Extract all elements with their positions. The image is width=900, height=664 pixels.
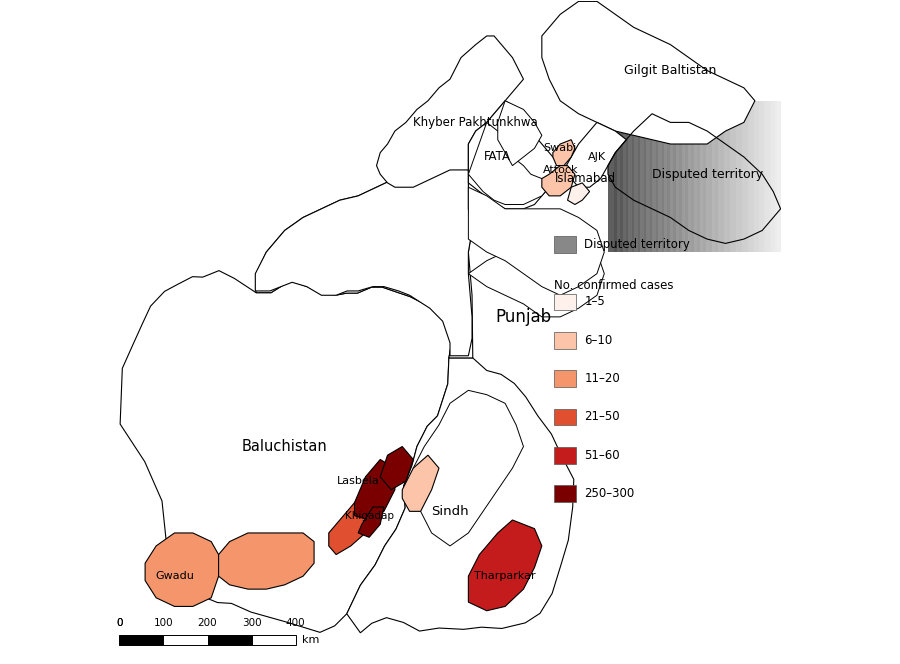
Text: 11–20: 11–20 — [584, 372, 620, 385]
FancyBboxPatch shape — [554, 409, 576, 425]
Polygon shape — [662, 101, 670, 252]
Text: No. confirmed cases: No. confirmed cases — [554, 280, 674, 293]
Polygon shape — [775, 101, 783, 252]
Polygon shape — [568, 183, 590, 205]
Text: Tharparkar: Tharparkar — [474, 571, 536, 581]
Polygon shape — [626, 101, 634, 252]
Polygon shape — [709, 101, 718, 252]
Text: Swabi: Swabi — [544, 143, 577, 153]
Polygon shape — [553, 139, 575, 165]
Polygon shape — [698, 101, 706, 252]
Text: Khyber Pakhtunkhwa: Khyber Pakhtunkhwa — [413, 116, 538, 129]
Polygon shape — [721, 101, 730, 252]
Polygon shape — [256, 165, 472, 358]
FancyBboxPatch shape — [554, 236, 576, 253]
Text: 0: 0 — [116, 618, 122, 628]
Polygon shape — [498, 101, 542, 165]
Polygon shape — [120, 635, 164, 645]
Polygon shape — [468, 122, 549, 205]
Polygon shape — [757, 101, 765, 252]
Text: 300: 300 — [242, 618, 261, 628]
Polygon shape — [208, 635, 252, 645]
Polygon shape — [733, 101, 742, 252]
Polygon shape — [468, 222, 604, 317]
Text: Gilgit Baltistan: Gilgit Baltistan — [625, 64, 716, 77]
Polygon shape — [413, 390, 524, 546]
Polygon shape — [691, 101, 700, 252]
Polygon shape — [680, 101, 688, 252]
Polygon shape — [402, 455, 439, 511]
Polygon shape — [751, 101, 760, 252]
FancyBboxPatch shape — [554, 293, 576, 310]
Polygon shape — [120, 271, 453, 632]
Text: 100: 100 — [154, 618, 174, 628]
Text: Khigadap: Khigadap — [345, 511, 393, 521]
Polygon shape — [644, 101, 652, 252]
Polygon shape — [632, 101, 641, 252]
FancyBboxPatch shape — [554, 447, 576, 463]
Polygon shape — [703, 101, 712, 252]
Polygon shape — [145, 533, 219, 606]
Polygon shape — [727, 101, 735, 252]
Polygon shape — [614, 101, 623, 252]
Polygon shape — [716, 101, 724, 252]
Text: 250–300: 250–300 — [584, 487, 634, 500]
Text: Punjab: Punjab — [495, 308, 552, 326]
Text: 1–5: 1–5 — [584, 295, 605, 308]
Text: Sindh: Sindh — [431, 505, 469, 518]
FancyBboxPatch shape — [554, 332, 576, 349]
Polygon shape — [380, 446, 413, 490]
Polygon shape — [468, 520, 542, 611]
Text: 21–50: 21–50 — [584, 410, 620, 424]
Text: Baluchistan: Baluchistan — [242, 439, 328, 454]
Polygon shape — [686, 101, 694, 252]
Polygon shape — [252, 635, 296, 645]
Polygon shape — [468, 187, 604, 295]
FancyBboxPatch shape — [554, 371, 576, 387]
Text: Attock: Attock — [543, 165, 578, 175]
Text: 0: 0 — [116, 618, 122, 628]
Text: 200: 200 — [198, 618, 218, 628]
Polygon shape — [358, 507, 384, 537]
Text: 51–60: 51–60 — [584, 449, 620, 462]
Polygon shape — [668, 101, 676, 252]
Polygon shape — [219, 533, 314, 589]
Polygon shape — [164, 635, 208, 645]
Polygon shape — [542, 1, 755, 144]
Polygon shape — [564, 122, 626, 187]
Polygon shape — [355, 459, 395, 520]
Polygon shape — [256, 165, 472, 356]
Polygon shape — [346, 358, 574, 633]
Polygon shape — [650, 101, 658, 252]
Polygon shape — [655, 101, 664, 252]
Polygon shape — [328, 477, 388, 554]
Text: Disputed territory: Disputed territory — [652, 168, 762, 181]
Polygon shape — [780, 101, 789, 252]
Polygon shape — [608, 101, 617, 252]
Text: Gwadu: Gwadu — [155, 571, 194, 581]
Polygon shape — [739, 101, 748, 252]
Polygon shape — [376, 36, 524, 187]
Polygon shape — [638, 101, 646, 252]
Polygon shape — [769, 101, 778, 252]
Text: 6–10: 6–10 — [584, 334, 613, 347]
Polygon shape — [468, 101, 564, 209]
FancyBboxPatch shape — [554, 485, 576, 502]
Text: 400: 400 — [286, 618, 305, 628]
Text: Lasbela: Lasbela — [337, 476, 380, 486]
Polygon shape — [763, 101, 771, 252]
Polygon shape — [620, 101, 628, 252]
Text: Islamabad: Islamabad — [555, 172, 616, 185]
Text: AJK: AJK — [588, 152, 606, 162]
Polygon shape — [673, 101, 682, 252]
Text: km: km — [302, 635, 320, 645]
Text: Disputed territory: Disputed territory — [584, 238, 690, 251]
Polygon shape — [745, 101, 753, 252]
Text: FATA: FATA — [484, 151, 511, 163]
Polygon shape — [542, 165, 575, 196]
